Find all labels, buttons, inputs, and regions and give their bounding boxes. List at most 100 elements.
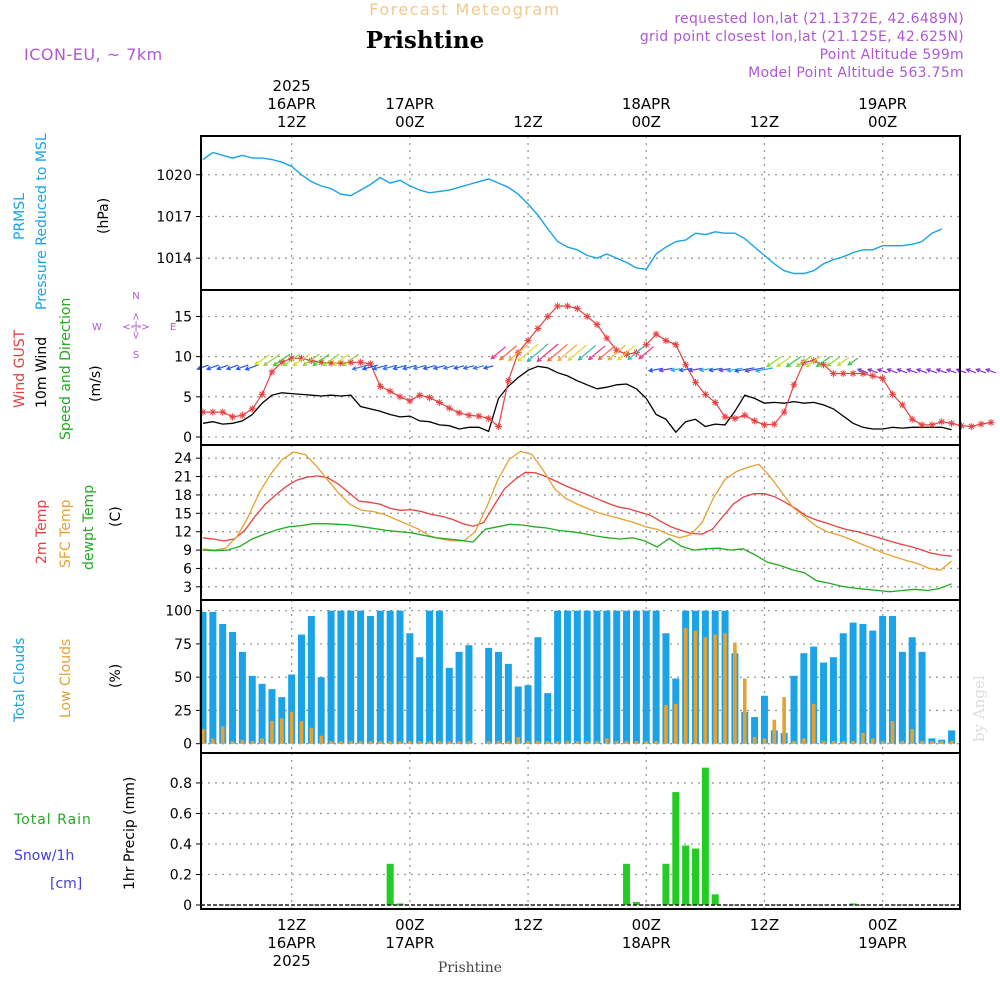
total-cloud-bar — [554, 610, 562, 744]
total-cloud-bar — [829, 657, 837, 744]
wind-gust-marker — [495, 423, 502, 431]
total-cloud-bar — [258, 683, 266, 744]
panel-border-temp — [200, 444, 961, 601]
total-cloud-bar — [337, 610, 345, 744]
wind-arrow — [638, 346, 654, 360]
total-cloud-bar — [366, 615, 374, 744]
low-cloud-bar — [447, 741, 452, 744]
wind-gust-marker — [455, 409, 463, 417]
wind-arrow-head — [766, 362, 772, 368]
low-cloud-bar — [939, 741, 944, 744]
wind-arrow-head — [577, 355, 583, 361]
wind-arrow-head — [607, 355, 613, 361]
wind-arrow — [499, 345, 518, 361]
top-time-label: 17APR — [385, 95, 434, 113]
low-cloud-bar — [851, 741, 855, 744]
wind-arrow-head — [312, 361, 318, 367]
wind-arrow-head — [482, 365, 489, 370]
low-cloud-bar — [339, 741, 343, 744]
temp-2m-label: 2m Temp — [34, 500, 50, 564]
total-cloud-bar — [298, 634, 305, 744]
snow-label: Snow/1h — [14, 848, 74, 864]
wind-arrow-head — [587, 355, 593, 361]
total-cloud-bar — [347, 610, 355, 744]
wind-gust-marker — [711, 398, 719, 406]
low-cloud-bar — [526, 741, 530, 744]
wind-gust-marker — [573, 304, 581, 312]
total-cloud-bar — [238, 651, 246, 744]
top-time-label: 12Z — [750, 113, 779, 131]
total-cloud-bar — [534, 637, 542, 744]
low-cloud-bar — [545, 741, 550, 744]
rain-bar — [682, 845, 690, 905]
wind-gust-marker — [357, 358, 365, 366]
wind-arrow-head — [597, 355, 603, 361]
wind-gust-marker — [918, 421, 926, 429]
wind-arrow — [312, 353, 330, 366]
low-cloud-bar — [260, 738, 264, 744]
total-cloud-bar — [209, 611, 217, 744]
point-altitude: Point Altitude 599m — [820, 47, 964, 63]
total-cloud-bar — [268, 689, 276, 744]
wind-arrow — [588, 345, 606, 360]
rain-bar — [672, 792, 680, 905]
wind-gust-marker — [889, 390, 896, 398]
pressure-ytick-label: 1014 — [156, 251, 192, 267]
pressure-ytick-label: 1020 — [156, 168, 192, 184]
wind-arrow-head — [557, 356, 563, 362]
wind-gust-marker — [406, 397, 414, 405]
wind-arrow — [867, 368, 878, 374]
wind-gust-marker — [248, 405, 256, 413]
rain-bar — [692, 848, 699, 905]
wind-arrow — [273, 353, 291, 367]
wind-gust-marker — [908, 415, 916, 423]
wind-gust-marker — [780, 408, 788, 416]
total-cloud-bar — [199, 611, 207, 744]
compass-w: W — [92, 322, 102, 333]
low-cloud-bar — [270, 721, 274, 744]
low-cloud-bar — [723, 633, 727, 744]
wind-arrow-head — [225, 365, 232, 371]
wind-arrow — [226, 364, 239, 370]
low-cloud-bar — [467, 741, 471, 744]
wind-arrow — [936, 368, 947, 374]
low-cloud-bar — [457, 741, 461, 744]
top-time-label: 12Z — [277, 113, 306, 131]
total-cloud-bar — [514, 686, 522, 744]
wind-arrow-head — [272, 361, 278, 367]
wind-10m-label: 10m Wind — [34, 337, 50, 408]
low-cloud-bar — [250, 741, 255, 744]
wind-arrow — [916, 368, 928, 374]
wind-gust-label: Wind GUST — [12, 329, 28, 408]
wind-arrow-head — [402, 365, 408, 371]
low-cloud-bar — [713, 634, 717, 744]
wind-arrow-head — [896, 368, 902, 373]
wind-arrow — [806, 355, 822, 367]
wind-gust-marker — [800, 358, 808, 366]
total-cloud-bar — [928, 738, 936, 744]
wind-gust-marker — [810, 357, 818, 365]
total-cloud-bar — [219, 623, 227, 744]
wind-arrow — [966, 368, 977, 374]
low-cloud-bar — [841, 741, 846, 744]
low-cloud-bar — [417, 741, 422, 744]
low-cloud-bar — [683, 627, 688, 744]
precip-ytick-label: 0.8 — [170, 776, 192, 792]
wind-arrow-head — [567, 356, 573, 361]
wind-gust-marker — [593, 321, 601, 329]
bottom-time-label: 12Z — [277, 916, 306, 934]
total-cloud-bar — [327, 610, 335, 744]
wind-arrow — [976, 368, 987, 374]
wind-gust-marker — [859, 370, 867, 378]
temp-ytick-label: 24 — [174, 451, 192, 467]
wind-gust-marker — [376, 382, 384, 390]
wind-arrow — [755, 367, 774, 372]
low-cloud-bar — [644, 741, 649, 744]
panel-border-pressure — [200, 135, 961, 291]
total-cloud-bar — [524, 685, 532, 744]
wind-arrow — [719, 367, 731, 372]
total-cloud-bar — [406, 633, 414, 744]
wind-arrow — [352, 364, 369, 370]
wind-arrow-head — [985, 368, 991, 373]
